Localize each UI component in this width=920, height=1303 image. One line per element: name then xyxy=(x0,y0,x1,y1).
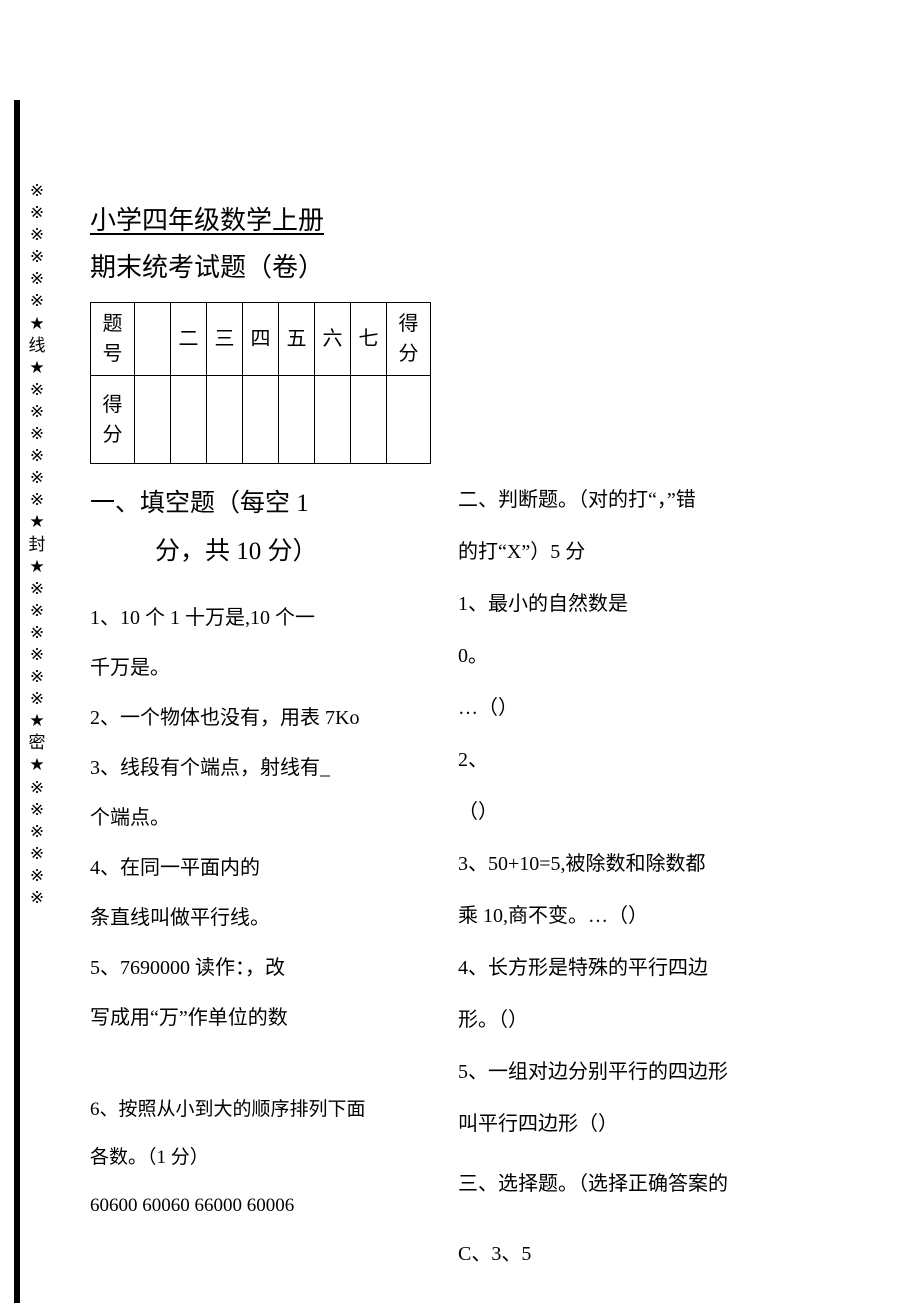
binding-mark: ※ xyxy=(26,445,48,467)
binding-mark: ※ xyxy=(26,290,48,312)
binding-mark: 密 xyxy=(26,732,48,754)
two-column-body: 一、填空题（每空 1 分，共 10 分） 1、10 个 1 十万是,10 个一 … xyxy=(90,474,900,1280)
binding-border xyxy=(14,100,20,1303)
binding-mark: 线 xyxy=(26,335,48,357)
binding-mark: ※ xyxy=(26,224,48,246)
heading-line: 分，共 10 分） xyxy=(90,528,410,576)
col-head: 得分 xyxy=(387,303,431,376)
binding-mark: ※ xyxy=(26,401,48,423)
binding-mark: ※ xyxy=(26,865,48,887)
right-column: 二、判断题。（对的打“，”错 的打“X”）5 分 1、最小的自然数是 0。 …（… xyxy=(458,474,788,1280)
question-text: 2、一个物体也没有，用表 7Ko xyxy=(90,693,410,743)
row-label: 题号 xyxy=(91,303,135,376)
row-label: 得分 xyxy=(91,376,135,464)
question-text: 4、在同一平面内的 xyxy=(90,843,410,893)
col-head: 六 xyxy=(315,303,351,376)
score-table: 题号 二 三 四 五 六 七 得分 得分 xyxy=(90,302,431,464)
binding-strip: ※※※※※※★线★※※※※※※★封★※※※※※※★密★※※※※※※ xyxy=(26,180,48,909)
col-head: 七 xyxy=(351,303,387,376)
score-cell xyxy=(243,376,279,464)
binding-mark: ※ xyxy=(26,423,48,445)
question-text: 叫平行四边形（） xyxy=(458,1098,788,1150)
binding-mark: ※ xyxy=(26,600,48,622)
binding-mark: ★ xyxy=(26,556,48,578)
question-text: 0。 xyxy=(458,630,788,682)
binding-mark: ※ xyxy=(26,578,48,600)
question-text: 3、50+10=5,被除数和除数都 xyxy=(458,838,788,890)
binding-mark: ★ xyxy=(26,357,48,379)
section2-heading: 的打“X”）5 分 xyxy=(458,526,788,578)
binding-mark: ※ xyxy=(26,666,48,688)
question-text: 写成用“万”作单位的数 xyxy=(90,993,410,1043)
question-text: 各数。（1 分） xyxy=(90,1134,410,1182)
binding-mark: 封 xyxy=(26,534,48,556)
score-cell xyxy=(135,376,171,464)
col-head: 三 xyxy=(207,303,243,376)
section1-heading: 一、填空题（每空 1 分，共 10 分） xyxy=(90,480,410,575)
binding-mark: ※ xyxy=(26,799,48,821)
left-column: 一、填空题（每空 1 分，共 10 分） 1、10 个 1 十万是,10 个一 … xyxy=(90,474,410,1280)
binding-mark: ※ xyxy=(26,777,48,799)
question-text: …（） xyxy=(458,682,788,734)
doc-subtitle: 期末统考试题（卷） xyxy=(90,247,900,284)
col-head xyxy=(135,303,171,376)
binding-mark: ★ xyxy=(26,754,48,776)
binding-mark: ※ xyxy=(26,688,48,710)
binding-mark: ※ xyxy=(26,489,48,511)
binding-mark: ※ xyxy=(26,843,48,865)
binding-mark: ※ xyxy=(26,379,48,401)
question-text: 个端点。 xyxy=(90,793,410,843)
binding-mark: ★ xyxy=(26,313,48,335)
question-text: 5、7690000 读作：，改 xyxy=(90,943,410,993)
question-text: 60600 60060 66000 60006 xyxy=(90,1182,410,1230)
table-row: 得分 xyxy=(91,376,431,464)
binding-mark: ※ xyxy=(26,246,48,268)
binding-mark: ★ xyxy=(26,710,48,732)
score-cell xyxy=(171,376,207,464)
binding-mark: ※ xyxy=(26,622,48,644)
score-cell xyxy=(315,376,351,464)
question-text: 千万是。 xyxy=(90,643,410,693)
section2-heading: 二、判断题。（对的打“，”错 xyxy=(458,474,788,526)
col-head: 五 xyxy=(279,303,315,376)
page: ※※※※※※★线★※※※※※※★封★※※※※※※★密★※※※※※※ 小学四年级数… xyxy=(0,0,920,1303)
binding-mark: ※ xyxy=(26,887,48,909)
binding-mark: ※ xyxy=(26,202,48,224)
question-text: 1、最小的自然数是 xyxy=(458,578,788,630)
question-text: 1、10 个 1 十万是,10 个一 xyxy=(90,593,410,643)
binding-mark: ※ xyxy=(26,467,48,489)
section3-heading: 三、选择题。（选择正确答案的 xyxy=(458,1158,788,1210)
question-text: 形。（） xyxy=(458,994,788,1046)
question-text: 5、一组对边分别平行的四边形 xyxy=(458,1046,788,1098)
score-cell xyxy=(387,376,431,464)
question-text: （） xyxy=(458,786,788,838)
binding-mark: ※ xyxy=(26,821,48,843)
heading-line: 一、填空题（每空 1 xyxy=(90,490,309,517)
score-cell xyxy=(351,376,387,464)
col-head: 四 xyxy=(243,303,279,376)
question-text: 6、按照从小到大的顺序排列下面 xyxy=(90,1085,410,1134)
doc-title: 小学四年级数学上册 xyxy=(90,200,900,237)
table-row: 题号 二 三 四 五 六 七 得分 xyxy=(91,303,431,376)
question-text: 2、 xyxy=(458,734,788,786)
question-text: 条直线叫做平行线。 xyxy=(90,893,410,943)
binding-mark: ※ xyxy=(26,644,48,666)
score-cell xyxy=(207,376,243,464)
option-text: C、3、5 xyxy=(458,1228,788,1280)
binding-mark: ※ xyxy=(26,180,48,202)
question-text: 4、长方形是特殊的平行四边 xyxy=(458,942,788,994)
binding-mark: ※ xyxy=(26,268,48,290)
question-text: 3、线段有个端点，射线有_ xyxy=(90,743,410,793)
content-area: 小学四年级数学上册 期末统考试题（卷） 题号 二 三 四 五 六 七 得分 得分 xyxy=(90,200,900,1280)
score-cell xyxy=(279,376,315,464)
binding-mark: ★ xyxy=(26,511,48,533)
question-text: 乘 10,商不变。…（） xyxy=(458,890,788,942)
col-head: 二 xyxy=(171,303,207,376)
